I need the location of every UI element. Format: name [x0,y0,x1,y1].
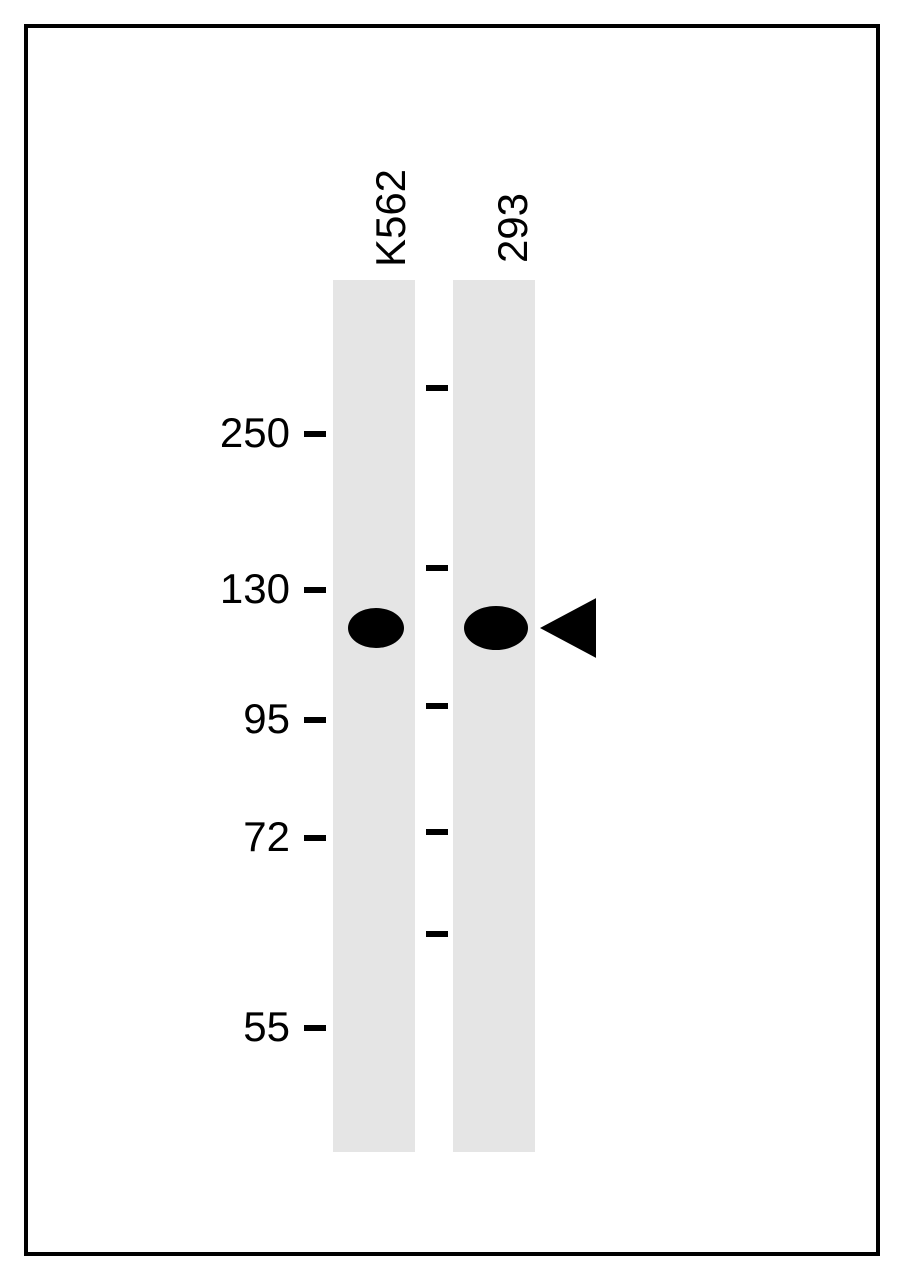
band-lane2 [464,606,528,650]
target-band-arrow-icon [540,598,596,658]
lane-293 [453,280,535,1152]
blot-frame: K562 293 250 130 95 72 55 [24,24,880,1256]
mw-tick-mid-72 [426,829,448,835]
mw-tick-mid-130 [426,565,448,571]
lane-label-k562: K562 [369,158,413,278]
mw-tick-left-55 [304,1025,326,1031]
mw-tick-mid-65 [426,931,448,937]
blot-canvas: K562 293 250 130 95 72 55 [28,28,876,1252]
mw-tick-left-95 [304,717,326,723]
lane-label-293: 293 [491,168,535,288]
mw-tick-left-72 [304,835,326,841]
mw-tick-left-130 [304,587,326,593]
mw-tick-left-250 [304,431,326,437]
band-lane1 [348,608,404,648]
mw-tick-mid-95 [426,703,448,709]
mw-label-250: 250 [190,409,290,457]
mw-label-95: 95 [190,695,290,743]
mw-label-55: 55 [190,1003,290,1051]
mw-label-72: 72 [190,813,290,861]
mw-label-130: 130 [190,565,290,613]
lane-k562 [333,280,415,1152]
mw-tick-mid-250 [426,385,448,391]
